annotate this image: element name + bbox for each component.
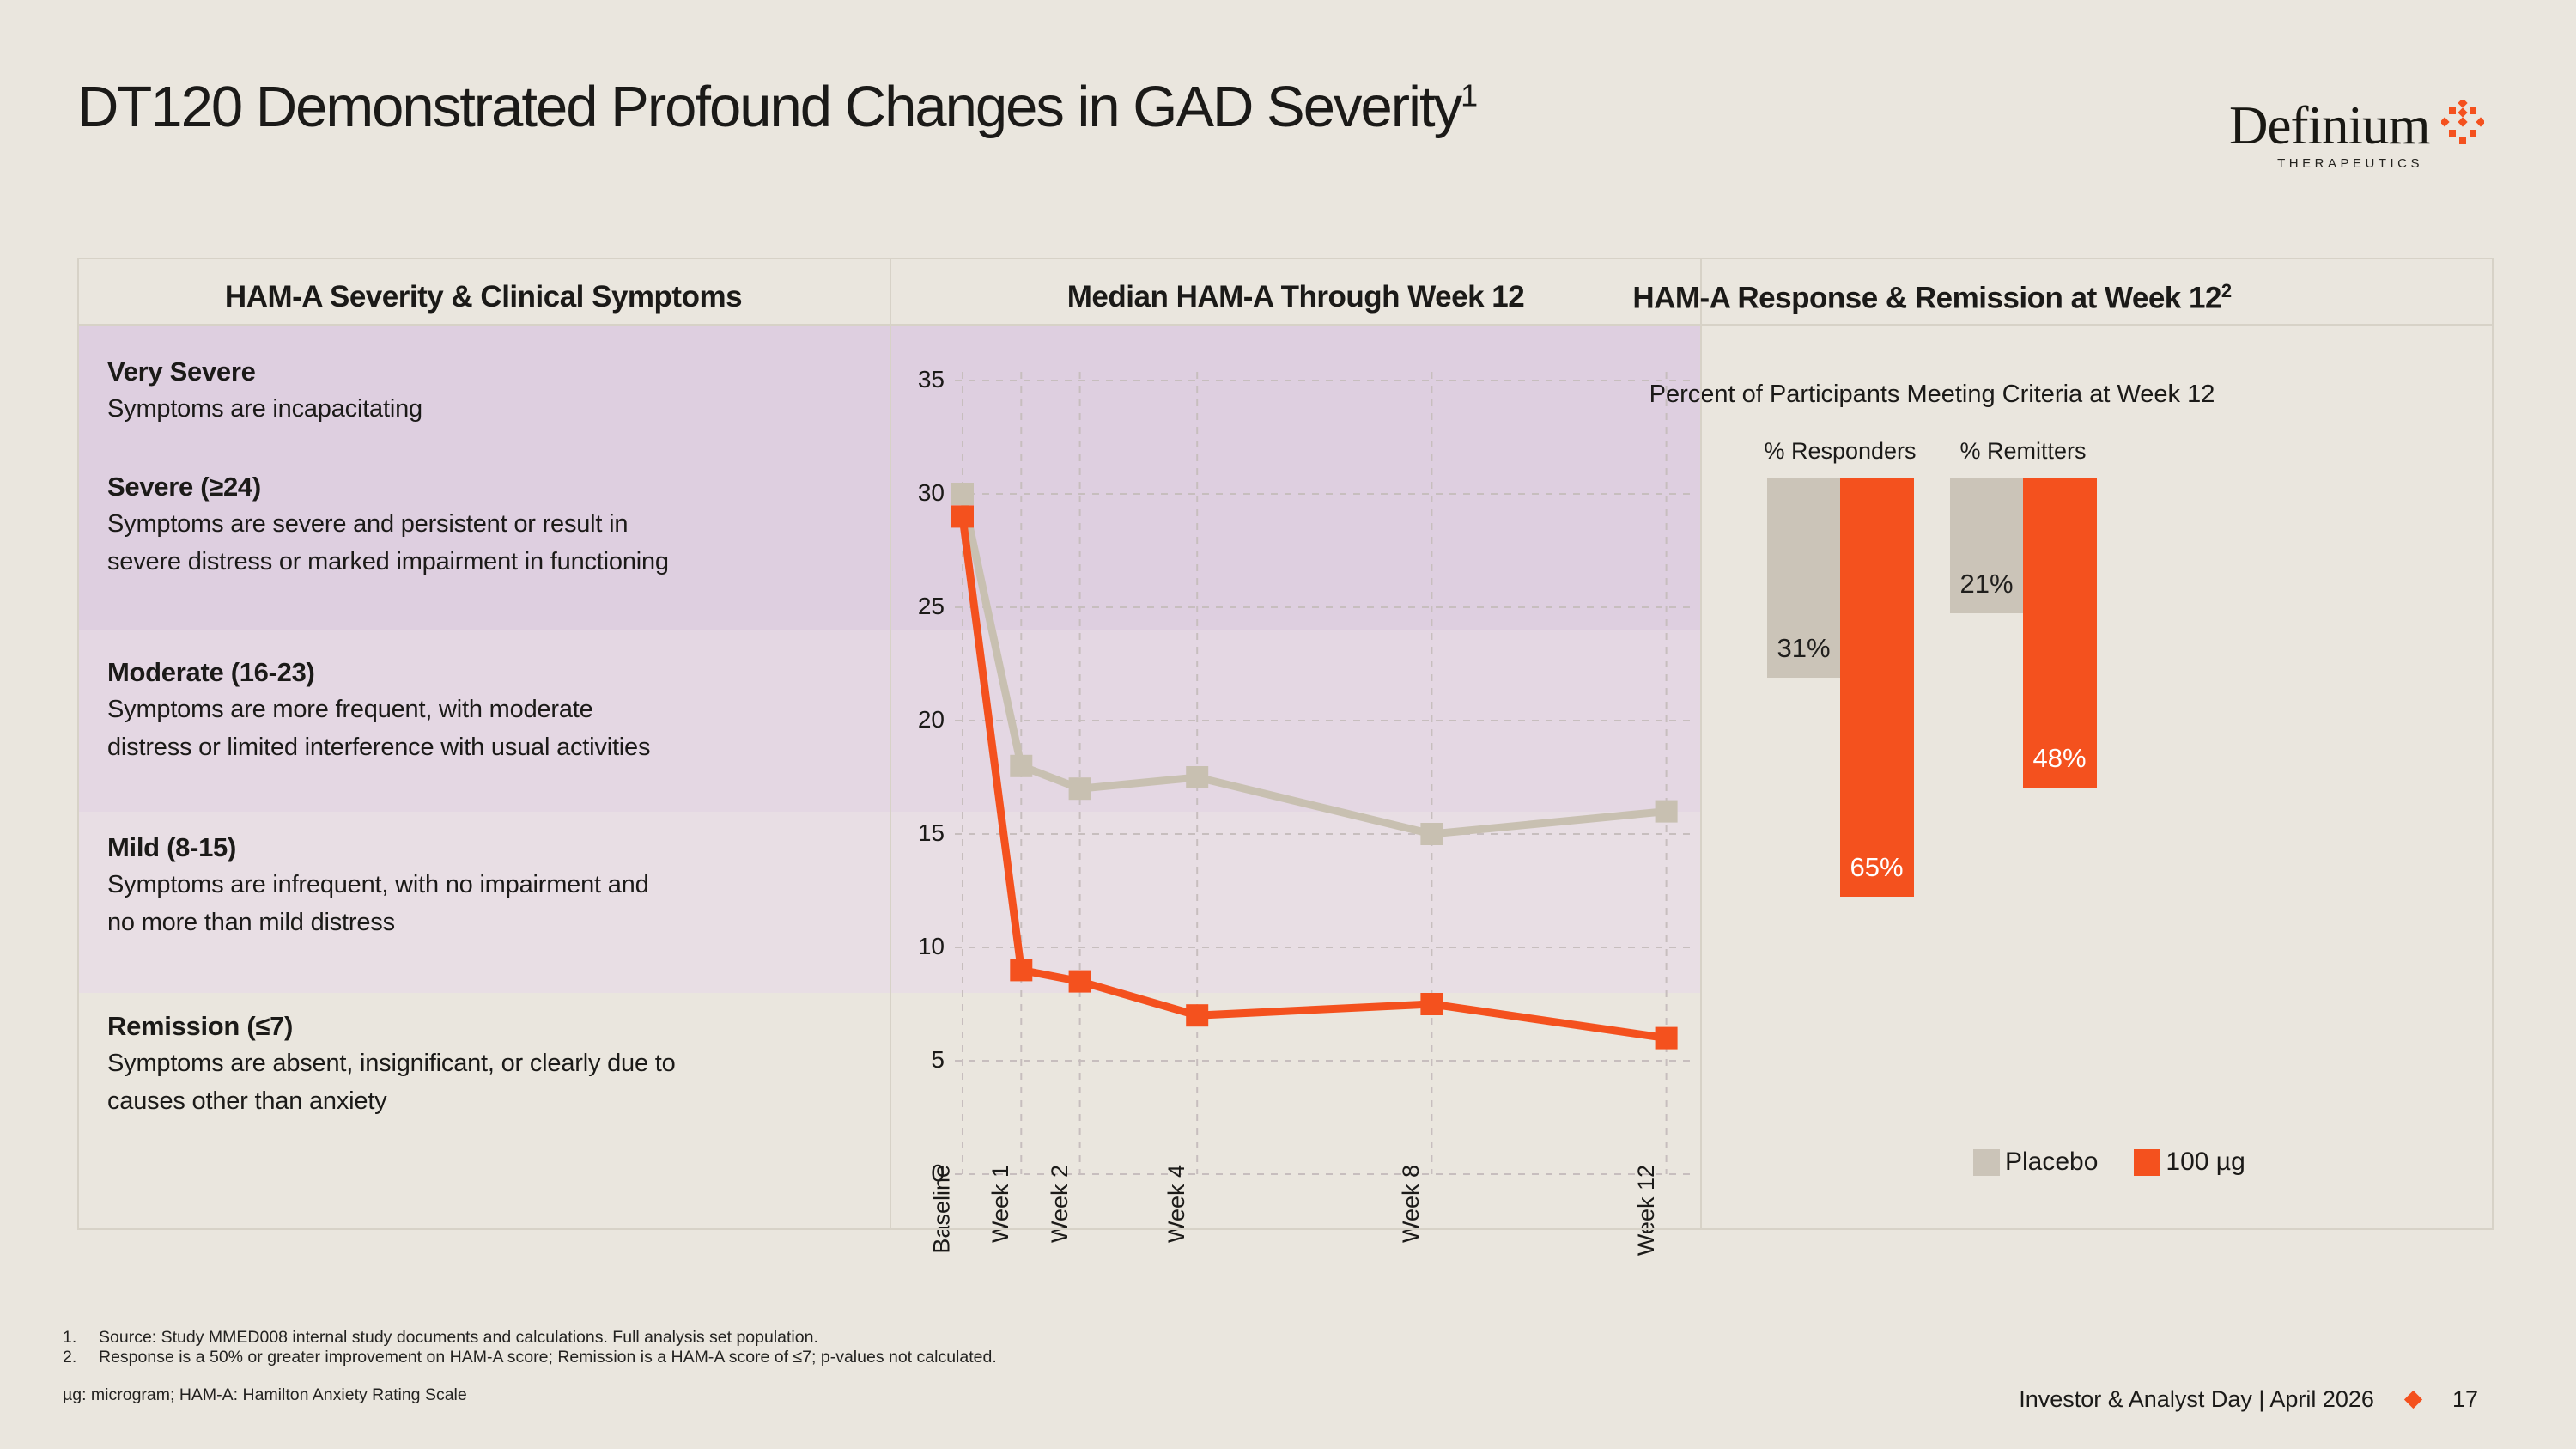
logo-wordmark: Definium — [2229, 95, 2430, 155]
y-axis-tick-label: 35 — [917, 366, 945, 393]
footnote-text: Response is a 50% or greater improvement… — [99, 1348, 997, 1367]
bar-value-label: 21% — [1959, 569, 2014, 600]
severity-row-desc: Symptoms are absent, insignificant, or c… — [107, 1050, 676, 1115]
x-axis-tick-label: Baseline — [929, 1165, 955, 1254]
severity-row-desc: Symptoms are severe and persistent or re… — [107, 510, 669, 575]
bar-chart-column-header: HAM-A Response & Remission at Week 122 — [1632, 280, 2232, 316]
bar-chart-subtitle: Percent of Participants Meeting Criteria… — [1649, 381, 2215, 408]
data-point-marker-Placebo — [1068, 777, 1091, 801]
line-chart-column-header: Median HAM-A Through Week 12 — [891, 280, 1700, 314]
footnote-number: 2. — [63, 1348, 77, 1367]
severity-row-title: Remission (≤7) — [107, 1011, 294, 1041]
severity-row-title: Very Severe — [107, 356, 256, 387]
severity-column-header: HAM-A Severity & Clinical Symptoms — [77, 280, 890, 314]
severity-row-desc: Symptoms are more frequent, with moderat… — [107, 696, 651, 761]
page-number: 17 — [2451, 1386, 2478, 1412]
y-axis-tick-label: 10 — [917, 933, 945, 959]
bar-chart-header-footnote-ref: 2 — [2221, 280, 2232, 301]
footnote-1: 1. Source: Study MMED008 internal study d… — [63, 1328, 818, 1348]
severity-row-severe: Severe (≥24) Symptoms are severe and per… — [107, 469, 669, 581]
data-point-marker-100 µg — [1420, 993, 1443, 1015]
legend-label-100ug: 100 µg — [2166, 1148, 2245, 1176]
severity-row-title: Severe (≥24) — [107, 472, 261, 502]
slide-title-text: DT120 Demonstrated Profound Changes in G… — [77, 75, 1462, 139]
severity-band-severe — [78, 325, 1700, 630]
data-point-marker-Placebo — [1420, 823, 1443, 845]
y-axis-tick-label: 0 — [931, 1160, 945, 1186]
severity-row-very-severe: Very Severe Symptoms are incapacitating — [107, 354, 422, 428]
abbreviations-note: µg: microgram; HAM-A: Hamilton Anxiety R… — [63, 1385, 467, 1404]
y-axis-tick-label: 5 — [931, 1046, 945, 1073]
line-series-Placebo — [958, 493, 1668, 838]
footnote-text: Source: Study MMED008 internal study doc… — [99, 1328, 818, 1347]
legend-swatch-placebo — [1973, 1148, 2000, 1176]
logo-tagline: THERAPEUTICS — [2277, 156, 2423, 171]
severity-header-text: HAM-A Severity & Clinical Symptoms — [224, 280, 743, 314]
slide-title: DT120 Demonstrated Profound Changes in G… — [77, 74, 1478, 140]
column-divider-2 — [1700, 258, 1702, 1230]
line-chart-header-text: Median HAM-A Through Week 12 — [1066, 280, 1525, 314]
footer-event-text: Investor & Analyst Day | April 2026 — [2019, 1386, 2374, 1412]
chart-legend: Placebo 100 µg — [1973, 1148, 2245, 1177]
x-axis-tick-label: Week 8 — [1398, 1165, 1425, 1244]
logo-asterisk-icon — [2441, 100, 2485, 144]
y-axis-tick-label: 30 — [917, 479, 945, 506]
data-point-marker-100 µg — [1068, 970, 1091, 993]
data-point-marker-Placebo — [1655, 800, 1678, 823]
bar-chart-header-text: HAM-A Response & Remission at Week 12 — [1632, 281, 2221, 315]
severity-row-title: Moderate (16-23) — [107, 657, 315, 687]
bar-100 µg-Responders — [1840, 478, 1914, 897]
x-axis-tick-label: Week 12 — [1632, 1165, 1659, 1257]
data-point-marker-Placebo — [1186, 766, 1209, 788]
footnote-2: 2. Response is a 50% or greater improveme… — [63, 1348, 997, 1367]
severity-row-desc: Symptoms are infrequent, with no impairm… — [107, 871, 649, 936]
bar-value-label: 65% — [1850, 851, 1904, 882]
data-point-marker-100 µg — [1655, 1026, 1678, 1050]
bar-value-label: 31% — [1777, 633, 1831, 664]
y-axis-tick-label: 20 — [917, 706, 945, 733]
x-axis-tick-label: Week 2 — [1046, 1165, 1072, 1244]
data-point-marker-Placebo — [1010, 754, 1033, 777]
bar-group-label: % Remitters — [1959, 438, 2087, 464]
bar-Placebo-Responders — [1767, 478, 1840, 679]
data-point-marker-100 µg — [951, 505, 974, 528]
line-series-100 µg — [958, 515, 1668, 1043]
bar-100 µg-Remitters — [2023, 478, 2097, 788]
data-point-marker-Placebo — [951, 483, 974, 505]
header-underline — [77, 324, 2494, 326]
legend-swatch-100ug — [2134, 1148, 2161, 1176]
slide-footer: Investor & Analyst Day | April 2026 17 — [2019, 1386, 2478, 1413]
column-divider-1 — [890, 258, 891, 1230]
data-point-marker-100 µg — [1186, 1004, 1209, 1027]
footnote-number: 1. — [63, 1328, 77, 1347]
bar-group-label: % Responders — [1764, 438, 1917, 464]
bar-Placebo-Remitters — [1950, 478, 2023, 614]
severity-row-remission: Remission (≤7) Symptoms are absent, insi… — [107, 1008, 676, 1120]
x-axis-tick-label: Week 1 — [987, 1165, 1014, 1244]
y-axis-tick-label: 15 — [917, 819, 945, 846]
data-point-marker-100 µg — [1010, 959, 1033, 982]
legend-item-placebo: Placebo — [1973, 1148, 2098, 1177]
y-axis-tick-label: 25 — [917, 593, 945, 619]
legend-item-100ug: 100 µg — [2134, 1148, 2245, 1177]
slide-title-footnote-ref: 1 — [1461, 77, 1479, 113]
x-axis-tick-label: Week 4 — [1163, 1165, 1190, 1244]
severity-row-mild: Mild (8-15) Symptoms are infrequent, wit… — [107, 830, 649, 941]
legend-label-placebo: Placebo — [2005, 1148, 2099, 1176]
severity-band-moderate — [78, 630, 1700, 812]
company-logo: Definium THERAPEUTICS — [2229, 95, 2487, 171]
severity-row-title: Mild (8-15) — [107, 832, 236, 862]
bar-value-label: 48% — [2032, 742, 2087, 773]
severity-row-moderate: Moderate (16-23) Symptoms are more frequ… — [107, 654, 650, 766]
severity-row-desc: Symptoms are incapacitating — [107, 395, 422, 423]
